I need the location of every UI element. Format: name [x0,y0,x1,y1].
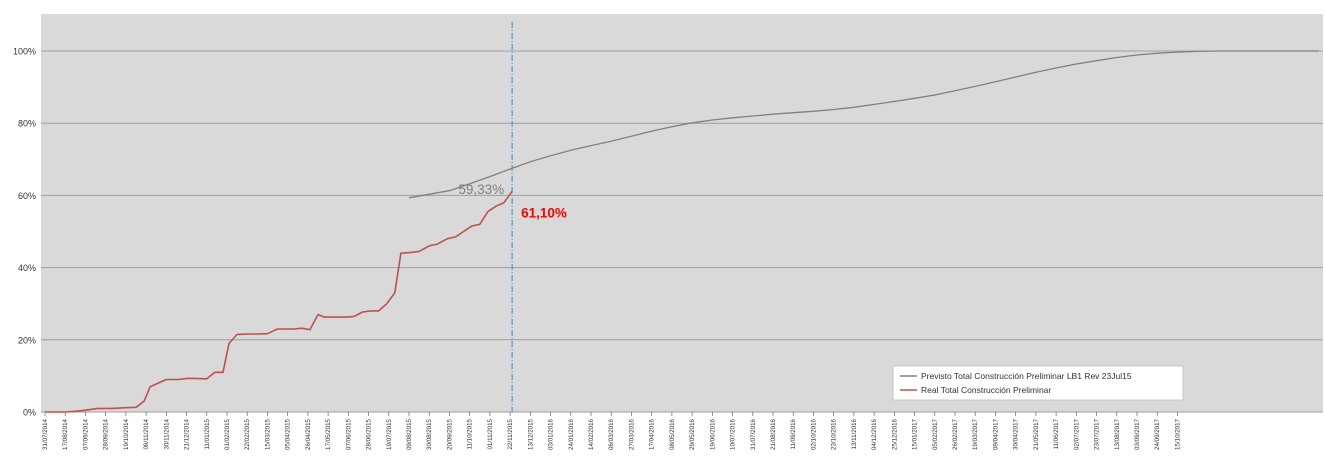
x-tick-label: 15/10/2017 [1174,418,1181,450]
x-tick-label: 30/08/2015 [426,418,433,450]
x-tick-label: 23/10/2016 [831,418,838,450]
x-tick-label: 20/09/2015 [446,418,453,450]
x-tick-label: 29/05/2016 [689,418,696,450]
x-tick-label: 08/05/2016 [669,418,676,450]
x-tick-label: 30/04/2017 [1013,418,1020,450]
x-tick-label: 11/01/2015 [204,418,211,449]
x-tick-label: 07/06/2015 [345,418,352,450]
x-tick-label: 13/08/2017 [1114,418,1121,450]
x-tick-label: 24/09/2017 [1154,418,1161,450]
x-tick-label: 17/08/2014 [62,418,69,450]
annotation-planned-value: 59,33% [458,182,504,197]
x-tick-label: 27/03/2016 [628,418,635,450]
x-tick-label: 19/06/2016 [709,418,716,450]
x-tick-label: 13/12/2015 [527,418,534,450]
x-tick-label: 31/07/2016 [750,418,757,450]
x-tick-label: 10/07/2016 [730,418,737,450]
x-tick-label: 28/09/2014 [103,418,110,450]
x-tick-label: 30/11/2014 [163,418,170,449]
x-tick-label: 19/07/2015 [386,418,393,450]
legend-label: Real Total Construcción Preliminar [921,385,1051,395]
x-tick-label: 06/03/2016 [608,418,615,450]
x-tick-label: 11/10/2015 [467,418,474,449]
x-tick-label: 13/11/2016 [851,418,858,449]
x-tick-label: 21/05/2017 [1033,418,1040,450]
x-tick-label: 22/11/2015 [507,418,514,449]
x-tick-label: 15/01/2017 [912,418,919,450]
legend-label: Previsto Total Construcción Preliminar L… [921,371,1132,381]
y-tick-label: 0% [23,408,36,418]
x-tick-label: 01/02/2015 [224,418,231,450]
y-tick-label: 80% [18,119,36,129]
x-tick-label: 11/06/2017 [1053,418,1060,449]
x-tick-label: 28/06/2015 [366,418,373,450]
x-tick-label: 05/04/2015 [285,418,292,450]
x-tick-label: 02/10/2016 [810,418,817,450]
x-tick-label: 22/02/2015 [244,418,251,450]
x-tick-label: 14/02/2016 [588,418,595,450]
x-tick-label: 17/04/2016 [649,418,656,450]
x-tick-label: 15/03/2015 [264,418,271,450]
x-tick-label: 21/08/2016 [770,418,777,450]
y-tick-label: 100% [13,47,36,57]
x-tick-label: 07/09/2014 [82,418,89,450]
annotation-actual-value: 61,10% [521,205,567,220]
x-tick-label: 09/11/2014 [143,418,150,449]
x-tick-label: 09/08/2015 [406,418,413,450]
x-tick-label: 24/01/2016 [568,418,575,450]
x-tick-label: 03/09/2017 [1134,418,1141,450]
y-tick-label: 40% [18,263,36,273]
x-tick-label: 09/04/2017 [992,418,999,450]
x-tick-label: 21/12/2014 [184,418,191,450]
x-tick-label: 19/03/2017 [972,418,979,450]
x-tick-label: 31/07/2014 [42,418,49,450]
y-tick-label: 20% [18,335,36,345]
x-tick-label: 02/07/2017 [1073,418,1080,450]
x-tick-label: 05/02/2017 [932,418,939,450]
y-tick-label: 60% [18,191,36,201]
x-tick-label: 26/04/2015 [305,418,312,450]
x-tick-label: 23/07/2017 [1094,418,1101,450]
x-tick-label: 03/01/2016 [548,418,555,450]
plot-area [41,14,1323,412]
series-line-planned [408,50,1319,199]
legend [892,365,1184,401]
x-tick-label: 25/12/2016 [891,418,898,450]
x-tick-label: 26/02/2017 [952,418,959,450]
x-tick-label: 04/12/2016 [871,418,878,450]
series-line-actual [45,190,513,413]
x-tick-label: 19/10/2014 [123,418,130,450]
x-tick-label: 11/09/2016 [790,418,797,449]
x-tick-label: 01/11/2015 [487,418,494,449]
x-tick-label: 17/05/2015 [325,418,332,450]
